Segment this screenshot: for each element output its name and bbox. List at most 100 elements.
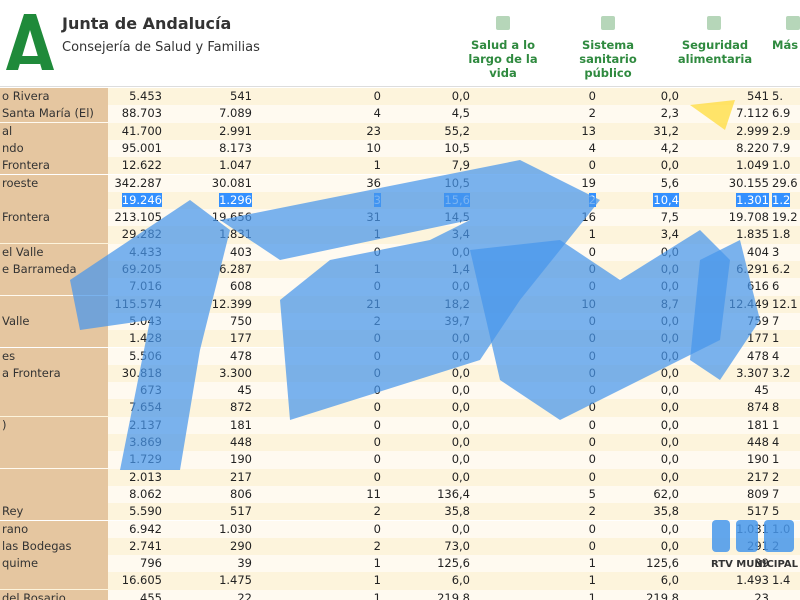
watermark-text: RTV MUNICIPAL DE CH [711, 559, 800, 570]
cell-text: 1.493 [736, 573, 769, 588]
value-cell: 0 [255, 330, 381, 347]
cell-text: 616 [747, 279, 769, 294]
cell-text: ) [2, 417, 7, 432]
cell-text: 403 [230, 244, 252, 259]
cell-text: 4 [588, 140, 596, 155]
value-cell: 23 [682, 590, 769, 600]
value-cell: 6.9 [772, 105, 800, 122]
value-cell: 0 [255, 451, 381, 468]
cell-text: 10,5 [444, 140, 470, 155]
value-cell: 1.2 [772, 192, 800, 209]
cell-text: e Barrameda [2, 262, 77, 276]
cell-text: 0,0 [660, 331, 679, 346]
municipality-cell [0, 399, 108, 417]
value-cell: 12.1 [772, 296, 800, 313]
cell-text: 0,0 [660, 279, 679, 294]
cell-text: 517 [747, 504, 769, 519]
value-cell: 1 [255, 261, 381, 278]
logo[interactable] [0, 8, 56, 84]
cell-text: 19.2 [772, 210, 798, 225]
value-cell: 12.399 [165, 296, 252, 313]
value-cell: 0,0 [600, 417, 679, 434]
value-cell: 0,0 [384, 330, 470, 347]
cell-text: 7,9 [451, 158, 470, 173]
cell-text: 45 [754, 383, 769, 398]
cell-text: Valle [2, 313, 30, 328]
cell-text: 0 [588, 279, 596, 294]
nav-link[interactable]: Salud a lo largo de la vida [468, 38, 538, 80]
table-row: 29.282 1.831 1 3,4 1 3,4 1.835 1.8 [0, 226, 800, 244]
value-cell: 2 [255, 313, 381, 330]
value-cell: 1 [772, 451, 800, 468]
value-cell: 7,5 [600, 209, 679, 226]
municipality-cell: las Bodegas [0, 537, 108, 555]
value-cell: 13 [473, 123, 596, 140]
nav-link[interactable]: Más [772, 38, 799, 52]
value-cell: 0,0 [384, 399, 470, 416]
value-cell: 1.831 [165, 226, 252, 243]
cell-text: 0,0 [451, 417, 470, 432]
value-cell: 0 [255, 88, 381, 105]
cell-text: 5. [772, 89, 783, 103]
value-cell: 213.105 [110, 209, 162, 226]
cell-text: 0,0 [451, 279, 470, 294]
cell-text: 219,8 [437, 590, 470, 600]
cell-text: 0 [373, 279, 381, 294]
cell-text: 45 [237, 383, 252, 398]
site-title[interactable]: Junta de Andalucía [62, 14, 232, 33]
value-cell: 2 [255, 503, 381, 520]
cell-text: 0 [373, 417, 381, 432]
value-cell: 0,0 [600, 313, 679, 330]
value-cell: 0,0 [384, 88, 470, 105]
cell-text: 0 [373, 365, 381, 380]
cell-text: 19.708 [728, 210, 769, 225]
value-cell: 181 [682, 417, 769, 434]
site-subtitle: Consejería de Salud y Familias [62, 40, 260, 55]
cell-text: 181 [230, 417, 252, 432]
cell-text: 2 [588, 504, 596, 519]
cell-text: 10,5 [444, 175, 470, 190]
value-cell: 41.700 [110, 123, 162, 140]
value-cell: 0 [255, 521, 381, 538]
municipality-cell: e Barrameda [0, 261, 108, 278]
nav-link[interactable]: Sistema sanitario público [579, 38, 637, 80]
cell-text: 5.506 [129, 348, 162, 363]
table-row: ) 2.137 181 0 0,0 0 0,0 181 1 [0, 416, 800, 434]
cell-text: 11 [366, 486, 381, 501]
value-cell: 0 [255, 382, 381, 399]
cell-text: 22 [237, 590, 252, 600]
value-cell: 23 [255, 123, 381, 140]
value-cell: 455 [110, 590, 162, 600]
value-cell: 10 [255, 140, 381, 157]
cell-text: 342.287 [114, 175, 162, 190]
cell-text: Rey [2, 504, 24, 519]
cell-text: 0,0 [451, 469, 470, 484]
value-cell: 2 [255, 538, 381, 555]
cell-text: 31 [366, 210, 381, 225]
municipality-cell: Frontera [0, 157, 108, 175]
value-cell: 0 [473, 348, 596, 365]
cell-text: 4,2 [660, 140, 679, 155]
table-row: el Valle 4.433 403 0 0,0 0 0,0 404 3 [0, 243, 800, 261]
cell-text: 0 [373, 452, 381, 467]
value-cell: 342.287 [110, 175, 162, 192]
cell-text: 0,0 [660, 417, 679, 432]
value-cell: 39 [682, 555, 769, 572]
value-cell: 219,8 [600, 590, 679, 600]
cell-text: 0,0 [660, 435, 679, 449]
cell-text: 0 [373, 435, 381, 449]
value-cell: 0 [473, 365, 596, 382]
value-cell: 8 [772, 399, 800, 416]
cell-text: rano [2, 521, 29, 536]
nav-link[interactable]: Seguridad alimentaria [677, 38, 753, 66]
cell-text: 181 [747, 417, 769, 432]
cell-text: 5.590 [129, 504, 162, 519]
cell-text: 7.016 [129, 279, 162, 294]
nav-icon [601, 16, 615, 30]
value-cell: 1.493 [682, 572, 769, 589]
value-cell: 15,6 [384, 192, 470, 209]
value-cell: 673 [110, 382, 162, 399]
cell-text: 23 [366, 123, 381, 138]
value-cell: 1.0 [772, 521, 800, 538]
value-cell: 45 [682, 382, 769, 399]
